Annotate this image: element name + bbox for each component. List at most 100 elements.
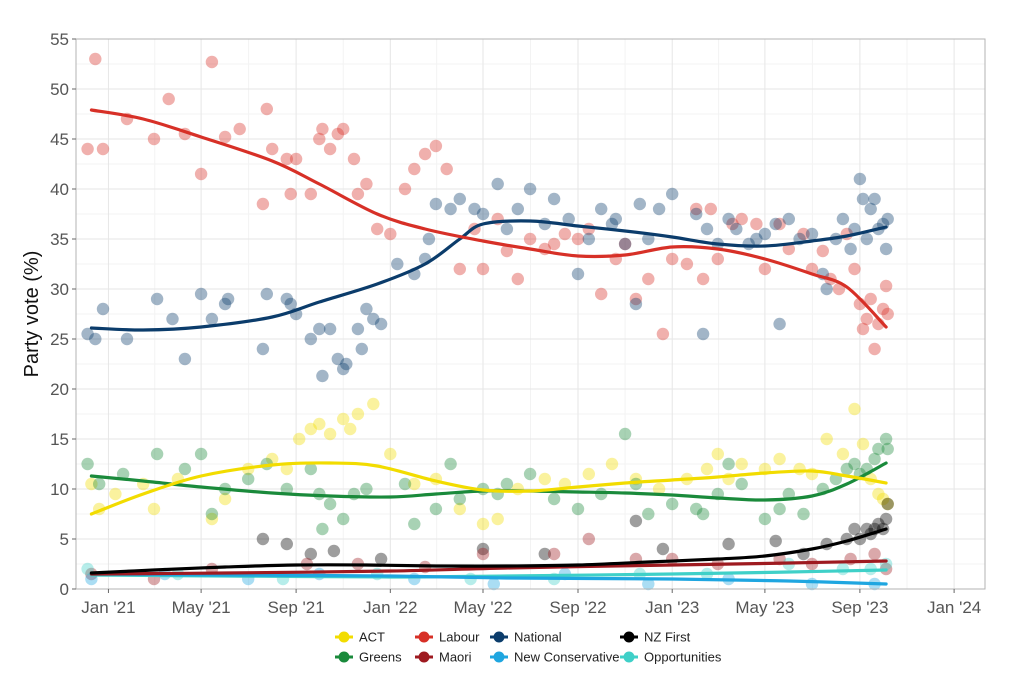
legend-label-opportunities: Opportunities bbox=[644, 650, 722, 665]
data-point-national bbox=[609, 212, 622, 226]
data-point-maori bbox=[582, 532, 595, 546]
data-point-labour bbox=[758, 262, 772, 276]
data-point-act bbox=[453, 502, 466, 516]
data-point-greens bbox=[205, 507, 219, 521]
x-tick-label: May '23 bbox=[735, 598, 794, 617]
data-point-nz-first bbox=[860, 522, 873, 536]
data-point-national bbox=[853, 172, 867, 186]
data-point-labour bbox=[418, 147, 432, 161]
data-point-labour bbox=[797, 227, 810, 241]
data-point-national bbox=[633, 197, 646, 211]
data-point-labour bbox=[500, 244, 514, 258]
data-point-maori bbox=[476, 547, 490, 561]
data-point-greens bbox=[304, 462, 317, 476]
y-tick-label: 30 bbox=[50, 280, 69, 299]
data-point-labour bbox=[666, 252, 679, 266]
data-point-nz-first bbox=[872, 517, 885, 531]
data-point-act bbox=[735, 457, 748, 471]
x-tick-label: Jan '21 bbox=[81, 598, 135, 617]
data-point-maori bbox=[547, 547, 561, 561]
data-point-greens bbox=[337, 512, 350, 526]
data-point-greens bbox=[150, 447, 164, 461]
legend-key-dot-nz-first bbox=[623, 631, 635, 643]
data-point-act bbox=[652, 482, 666, 496]
data-point-labour bbox=[256, 197, 270, 211]
data-point-national bbox=[304, 332, 317, 346]
data-point-labour bbox=[337, 122, 350, 136]
data-point-national bbox=[150, 292, 164, 306]
data-point-greens bbox=[571, 502, 585, 516]
data-point-national bbox=[758, 227, 772, 241]
data-point-national bbox=[571, 267, 585, 281]
data-point-opportunities bbox=[836, 562, 850, 576]
data-point-labour bbox=[323, 142, 337, 156]
data-point-nz-first bbox=[476, 542, 490, 556]
data-point-labour bbox=[96, 142, 110, 156]
data-point-act bbox=[280, 462, 293, 476]
data-point-national bbox=[491, 177, 504, 191]
data-point-national bbox=[260, 287, 273, 301]
data-point-national bbox=[178, 352, 192, 366]
data-point-greens bbox=[116, 467, 130, 481]
data-point-act bbox=[323, 427, 337, 441]
trend-line-new-conservative bbox=[89, 572, 888, 586]
data-point-labour bbox=[351, 187, 365, 201]
data-point-greens bbox=[868, 452, 881, 466]
data-point-labour bbox=[750, 217, 763, 231]
data-point-greens bbox=[642, 507, 655, 521]
data-point-national bbox=[773, 317, 786, 331]
data-point-greens bbox=[194, 447, 208, 461]
legend-label-nz-first: NZ First bbox=[644, 630, 691, 645]
data-point-act bbox=[384, 447, 397, 461]
y-tick-label: 50 bbox=[50, 80, 69, 99]
data-point-greens bbox=[773, 502, 786, 516]
data-point-greens bbox=[523, 467, 537, 481]
data-point-greens bbox=[872, 442, 885, 456]
data-point-national bbox=[769, 217, 782, 231]
data-point-nz-first bbox=[629, 514, 643, 528]
data-point-national bbox=[337, 362, 350, 376]
data-point-labour bbox=[558, 227, 572, 241]
data-point-national bbox=[422, 232, 436, 246]
y-tick-label: 35 bbox=[50, 230, 69, 249]
legend-label-national: National bbox=[514, 630, 562, 645]
legend-key-dot-greens bbox=[338, 651, 350, 663]
data-point-labour bbox=[868, 342, 881, 356]
data-point-greens bbox=[696, 507, 710, 521]
data-point-national bbox=[205, 312, 219, 326]
data-point-national bbox=[511, 202, 524, 216]
data-point-greens bbox=[429, 502, 443, 516]
data-point-labour bbox=[218, 130, 232, 144]
data-point-labour bbox=[864, 292, 877, 306]
data-point-act bbox=[700, 462, 714, 476]
data-point-new-conservative bbox=[487, 577, 500, 591]
legend-key-dot-national bbox=[493, 631, 505, 643]
x-tick-label: Jan '23 bbox=[645, 598, 699, 617]
data-point-act bbox=[876, 492, 890, 506]
y-tick-label: 5 bbox=[60, 530, 69, 549]
data-point-labour bbox=[162, 92, 175, 106]
data-point-labour bbox=[284, 187, 297, 201]
data-point-nz-first bbox=[881, 497, 894, 511]
data-point-greens bbox=[93, 477, 106, 491]
data-point-labour bbox=[860, 312, 873, 326]
data-point-labour bbox=[656, 327, 670, 341]
data-point-national bbox=[284, 297, 297, 311]
data-point-greens bbox=[879, 432, 893, 446]
data-point-national bbox=[120, 332, 134, 346]
data-point-national bbox=[280, 292, 293, 306]
data-point-national bbox=[374, 317, 388, 331]
y-tick-label: 0 bbox=[60, 580, 69, 599]
data-point-national bbox=[331, 352, 344, 366]
legend-label-maori: Maori bbox=[439, 650, 472, 665]
data-point-act bbox=[205, 512, 219, 526]
data-point-nz-first bbox=[280, 537, 293, 551]
data-point-labour bbox=[260, 102, 273, 116]
data-point-greens bbox=[360, 482, 373, 496]
data-point-national bbox=[618, 237, 632, 251]
data-point-act bbox=[109, 487, 122, 501]
data-point-national bbox=[652, 202, 666, 216]
data-point-national bbox=[881, 212, 894, 226]
data-point-labour bbox=[696, 272, 710, 286]
